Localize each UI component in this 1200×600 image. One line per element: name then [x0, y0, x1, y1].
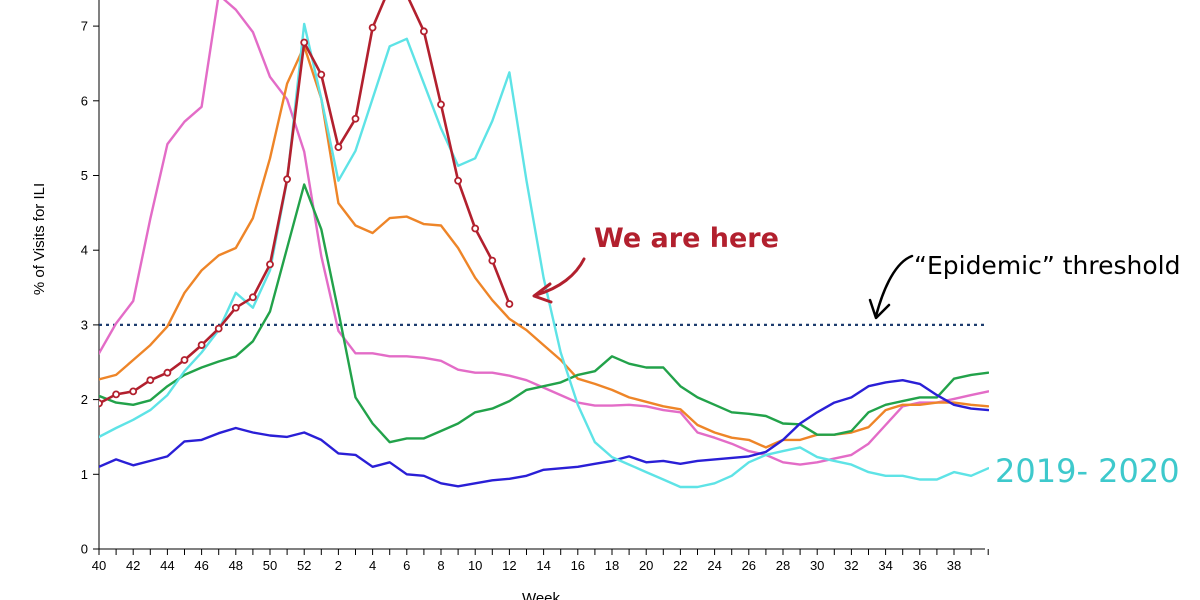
- x-tick-label: 20: [639, 558, 653, 573]
- series-point: [266, 260, 274, 269]
- y-tick-label: 4: [81, 243, 88, 258]
- x-tick-label: 18: [605, 558, 619, 573]
- x-tick-label: 26: [742, 558, 756, 573]
- y-axis-ticks: 0 1 2 3 4 5 6 7: [81, 19, 99, 557]
- we-are-here-arrowhead: [532, 282, 553, 304]
- series-point: [146, 376, 155, 385]
- threshold-label: “Epidemic” threshold: [914, 251, 1181, 280]
- series-point: [283, 175, 292, 184]
- x-tick-label: 12: [502, 558, 516, 573]
- series-point: [488, 256, 497, 265]
- y-tick-label: 6: [81, 93, 88, 108]
- x-tick-label: 38: [947, 558, 961, 573]
- x-tick-label: 22: [673, 558, 687, 573]
- x-axis-title: Week: [522, 590, 561, 600]
- x-tick-label: 28: [776, 558, 790, 573]
- series-point: [317, 70, 326, 79]
- series-point: [437, 100, 445, 109]
- x-tick-label: 14: [536, 558, 550, 573]
- series-point: [231, 303, 240, 312]
- series-point: [351, 114, 360, 123]
- x-tick-label: 2: [335, 558, 342, 573]
- x-tick-label: 34: [878, 558, 892, 573]
- x-tick-label: 16: [571, 558, 585, 573]
- y-axis-title: % of Visits for ILI: [31, 183, 48, 295]
- series-point: [180, 356, 189, 364]
- x-tick-label: 52: [297, 558, 311, 573]
- x-tick-label: 4: [369, 558, 376, 573]
- threshold-arrow: [874, 254, 914, 318]
- series-point: [454, 176, 463, 185]
- x-tick-label: 6: [403, 558, 410, 573]
- series-point: [334, 143, 343, 152]
- y-tick-label: 0: [81, 542, 88, 557]
- x-tick-label: 24: [707, 558, 721, 573]
- y-tick-label: 3: [81, 317, 88, 332]
- we-are-here-label: We are here: [594, 223, 779, 254]
- x-tick-label: 30: [810, 558, 824, 573]
- series-point: [129, 387, 138, 396]
- series-point: [368, 23, 377, 32]
- series-point: [419, 27, 428, 36]
- x-tick-label: 42: [126, 558, 140, 573]
- series-point: [505, 300, 514, 308]
- series-point: [99, 399, 103, 408]
- x-axis-ticks: 40 42 44 46 48 50 52 2 4 6 8 10 12 14 16 18 20 22 24 26 28 30…: [92, 549, 989, 573]
- threshold-arrowhead: [868, 298, 891, 320]
- series-line-1: [99, 0, 989, 466]
- series-label-2019-2020: 2019- 2020: [995, 452, 1180, 490]
- series-point: [471, 224, 480, 233]
- series-point: [112, 390, 120, 399]
- series-line-4: [99, 379, 989, 488]
- series-point: [197, 341, 206, 349]
- x-tick-label: 40: [92, 558, 106, 573]
- x-tick-label: 36: [913, 558, 927, 573]
- series-point: [163, 368, 172, 377]
- x-tick-label: 10: [468, 558, 482, 573]
- series-point: [300, 38, 309, 47]
- x-tick-label: 44: [160, 558, 174, 573]
- series-point: [248, 293, 257, 302]
- y-tick-label: 7: [81, 19, 88, 34]
- x-tick-label: 46: [194, 558, 208, 573]
- series-line-5: [99, 22, 989, 489]
- y-tick-label: 2: [81, 392, 88, 407]
- x-tick-label: 50: [263, 558, 277, 573]
- series-lines: [99, 0, 989, 489]
- x-tick-label: 8: [437, 558, 444, 573]
- series-line-3: [99, 183, 989, 444]
- we-are-here-arrow: [534, 257, 586, 297]
- x-tick-label: 32: [844, 558, 858, 573]
- series-line-6: [99, 0, 511, 405]
- y-tick-label: 1: [81, 467, 88, 482]
- y-tick-label: 5: [81, 168, 88, 183]
- x-tick-label: 48: [229, 558, 243, 573]
- series-point: [214, 324, 223, 333]
